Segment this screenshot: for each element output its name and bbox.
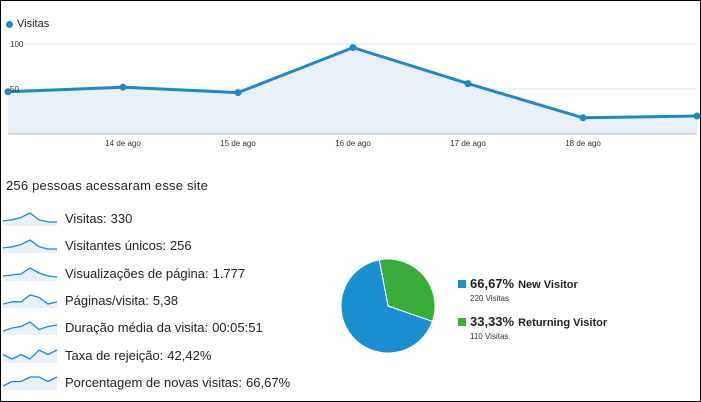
metric-label: Visitantes únicos: [65, 238, 166, 254]
y-tick-label: 50 [10, 85, 19, 94]
metric-value: 00:05:51 [212, 320, 263, 336]
metric-row[interactable]: Taxa de rejeição: 42,42% [0, 343, 330, 369]
sparkline-icon [3, 294, 57, 308]
metric-value: 256 [169, 238, 192, 254]
metric-value: 5,38 [152, 292, 179, 308]
x-tick-label: 15 de ago [220, 139, 256, 148]
pie-slice-returning-visitor[interactable] [378, 258, 436, 323]
data-point[interactable] [579, 114, 587, 122]
new-visitor-percent: 66,67% [470, 276, 515, 291]
metric-value: 1.777 [212, 265, 246, 281]
sparkline-icon [3, 321, 57, 336]
metric-row[interactable]: Visualizações de página: 1.777 [0, 261, 330, 287]
metric-row[interactable]: Páginas/visita: 5,38 [0, 288, 330, 314]
metric-row[interactable]: Porcentagem de novas visitas: 66,67% [0, 370, 330, 396]
metric-label: Visualizações de página: [65, 265, 209, 281]
metric-label: Páginas/visita: [65, 292, 149, 308]
metric-label: Taxa de rejeição: [65, 347, 164, 363]
metric-label: Duração média da visita: [65, 320, 209, 336]
returning-visitor-count: 110 Visitas [470, 332, 509, 341]
returning-visitor-label: Returning Visitor [518, 317, 608, 329]
data-point[interactable] [234, 89, 242, 97]
returning-visitor-percent: 33,33% [470, 314, 515, 329]
new-visitor-label: New Visitor [518, 279, 578, 291]
sparkline-icon [3, 266, 57, 281]
data-point[interactable] [119, 83, 127, 91]
pie-slice-new-visitor[interactable] [340, 259, 434, 354]
metric-row[interactable]: Duração média da visita: 00:05:51 [0, 315, 330, 341]
returning-visitor-swatch-icon [458, 318, 466, 326]
x-tick-label: 16 de ago [335, 139, 371, 148]
metric-row[interactable]: Visitantes únicos: 256 [0, 233, 330, 259]
visits-area [8, 47, 697, 134]
sparkline-icon [3, 348, 57, 363]
y-tick-label: 100 [10, 40, 24, 49]
x-tick-label: 18 de ago [565, 139, 601, 148]
metric-value: 66,67% [246, 374, 291, 390]
chart-legend[interactable]: Visitas [6, 18, 49, 30]
legend-label: Visitas [17, 18, 50, 30]
x-tick-label: 14 de ago [105, 139, 141, 148]
x-tick-label: 17 de ago [450, 139, 486, 148]
metric-label: Visitas: [65, 211, 107, 226]
summary-headline: 256 pessoas acessaram esse site [6, 178, 209, 193]
visitor-type-pie-chart [340, 258, 436, 354]
visits-line-chart: 100 50 14 de ago 15 de ago 16 de ago 17 de ag… [4, 40, 701, 148]
new-visitor-count: 220 Visitas [470, 294, 509, 303]
sparkline-icon [3, 212, 57, 226]
sparkline-icon [3, 376, 57, 390]
metric-value: 42,42% [167, 347, 212, 363]
metric-value: 330 [110, 211, 133, 226]
data-point[interactable] [4, 88, 12, 96]
data-point[interactable] [693, 112, 701, 120]
data-point[interactable] [464, 80, 472, 88]
metric-row[interactable]: Visitas: 330 [0, 206, 330, 232]
legend-dot-icon [6, 20, 13, 28]
metric-label: Porcentagem de novas visitas: [65, 374, 243, 390]
data-point[interactable] [349, 44, 357, 52]
new-visitor-swatch-icon [458, 280, 466, 288]
sparkline-icon [3, 239, 57, 254]
